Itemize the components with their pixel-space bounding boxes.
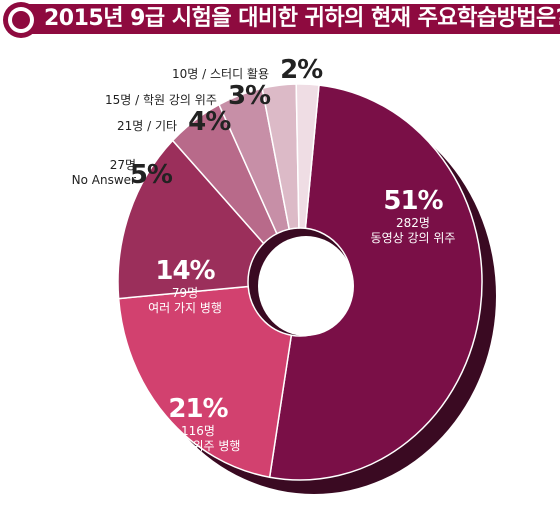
label-other-count: 21명 [117, 119, 144, 133]
chart-title: 2015년 9급 시험을 대비한 귀하의 현재 주요학습방법은? [44, 6, 560, 31]
label-textbook-count: 116명 [181, 424, 215, 438]
donut-slice-6 [295, 83, 320, 230]
label-other-name: 기타 [154, 119, 178, 133]
header-bar [22, 4, 560, 34]
label-video: 51% 282명 동영상 강의 위주 [358, 186, 468, 246]
label-multiple-percent: 14% [155, 256, 215, 286]
chart-header: 2015년 9급 시험을 대비한 귀하의 현재 주요학습방법은? [0, 0, 560, 40]
label-video-percent: 51% [383, 186, 443, 216]
label-textbook: 21% 116명 교과서 위주 병행 [143, 394, 253, 454]
label-study-name: 스터디 활용 [209, 67, 269, 81]
label-other-percent: 4% [188, 107, 231, 137]
label-study: 10명 / 스터디 활용 2% [172, 55, 323, 85]
label-no-answer-count: 27명 [109, 158, 136, 172]
label-no-answer: 27명 No Answer 5% [62, 158, 173, 192]
label-academy-count: 15명 [105, 93, 132, 107]
label-study-percent: 2% [280, 55, 323, 85]
donut-slice-1 [117, 285, 293, 479]
donut-slice-2 [117, 139, 265, 300]
label-multiple: 14% 79명 여러 가지 병행 [130, 256, 240, 316]
label-no-answer-name: No Answer [71, 173, 136, 187]
label-multiple-count: 79명 [171, 286, 199, 300]
label-video-name: 동영상 강의 위주 [370, 231, 456, 245]
label-multiple-name: 여러 가지 병행 [148, 301, 222, 315]
label-no-answer-percent: 5% [129, 160, 173, 190]
label-study-count: 10명 [172, 67, 199, 81]
donut-slices [117, 83, 483, 481]
target-circle-icon [3, 2, 39, 38]
donut-hole [258, 236, 354, 336]
label-textbook-name: 교과서 위주 병행 [155, 439, 241, 453]
label-video-count: 282명 [396, 216, 430, 230]
label-academy-name: 학원 강의 위주 [142, 93, 217, 107]
label-academy-percent: 3% [227, 81, 271, 111]
label-academy: 15명 / 학원 강의 위주 3% [105, 81, 271, 111]
label-other: 21명 / 기타 4% [117, 107, 231, 137]
label-textbook-percent: 21% [168, 394, 228, 424]
